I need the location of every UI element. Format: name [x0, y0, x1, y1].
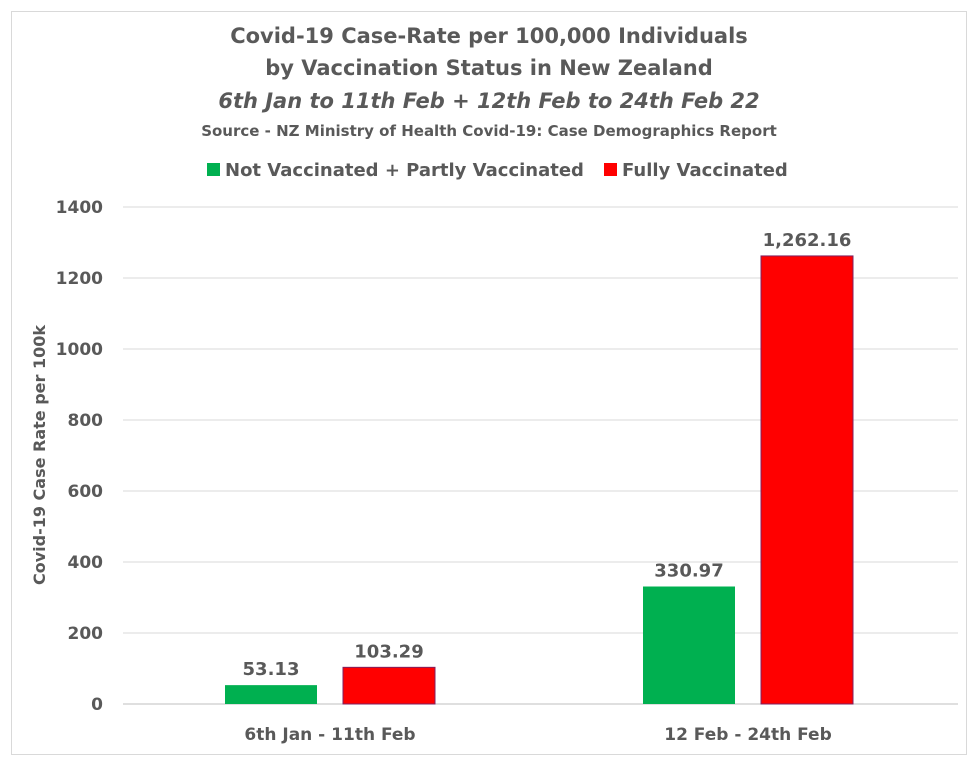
bar-fully-vaccinated — [760, 255, 854, 705]
y-tick-label: 200 — [68, 624, 104, 644]
data-label: 1,262.16 — [763, 230, 852, 251]
legend-swatch — [207, 163, 220, 176]
bars: 6th Jan - 11th Feb 53.13 103.29 12 Feb - 24… — [225, 230, 854, 745]
y-tick-label: 1400 — [56, 198, 103, 218]
y-tick-label: 600 — [68, 482, 104, 502]
bar-not-vaccinated — [643, 586, 735, 704]
bar-not-vaccinated — [225, 685, 317, 704]
gridlines: 0 200 400 600 800 1000 1200 1400 — [56, 198, 958, 715]
chart-source: Source - NZ Ministry of Health Covid-19:… — [201, 122, 777, 140]
y-tick-label: 800 — [68, 411, 104, 431]
y-tick-label: 1200 — [56, 269, 103, 289]
y-tick-label: 0 — [91, 695, 103, 715]
data-label: 53.13 — [243, 659, 300, 680]
data-label: 330.97 — [654, 561, 723, 582]
x-tick-label: 6th Jan - 11th Feb — [244, 725, 415, 745]
data-label: 103.29 — [354, 641, 423, 662]
y-tick-label: 1000 — [56, 340, 103, 360]
chart-title-line-2: by Vaccination Status in New Zealand — [265, 56, 713, 80]
x-tick-label: 12 Feb - 24th Feb — [664, 725, 832, 745]
y-axis-label: Covid-19 Case Rate per 100k — [30, 325, 49, 585]
legend-label: Not Vaccinated + Partly Vaccinated — [225, 160, 584, 181]
legend-swatch — [604, 163, 617, 176]
chart-title-line-1: Covid-19 Case-Rate per 100,000 Individua… — [230, 24, 748, 48]
legend: Not Vaccinated + Partly Vaccinated Fully … — [207, 160, 788, 181]
chart-subtitle: 6th Jan to 11th Feb + 12th Feb to 24th F… — [218, 89, 760, 113]
y-tick-label: 400 — [68, 553, 104, 573]
bar-fully-vaccinated — [342, 666, 436, 705]
legend-label: Fully Vaccinated — [622, 160, 788, 181]
